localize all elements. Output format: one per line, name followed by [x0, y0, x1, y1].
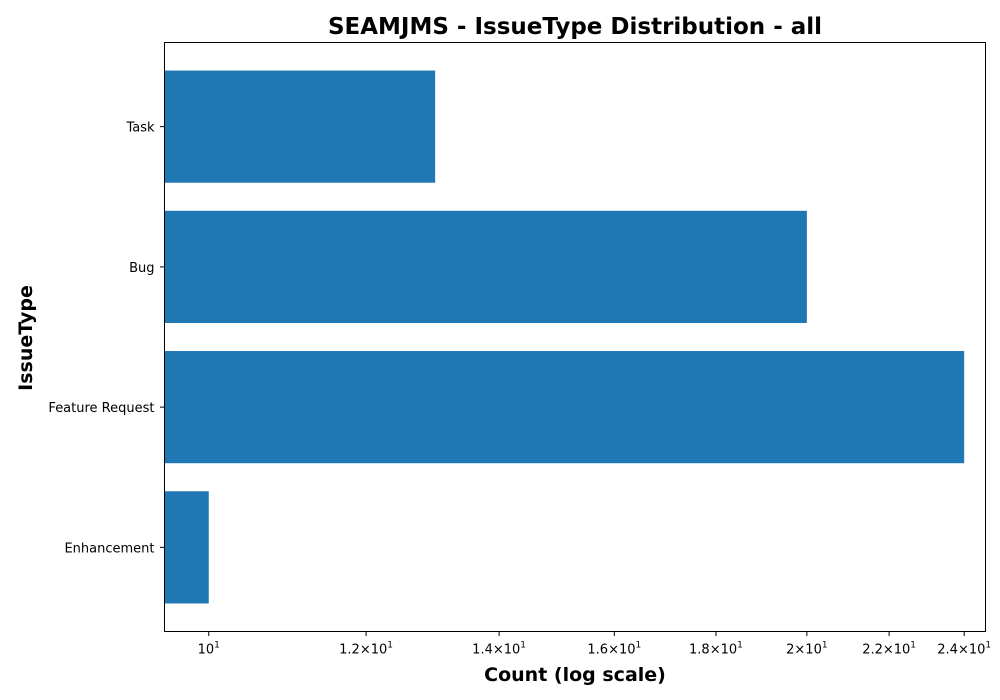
y-axis-label: IssueType: [15, 285, 37, 391]
y-tick-label: Feature Request: [48, 401, 154, 416]
y-tick-label: Bug: [129, 261, 154, 276]
bar-bug: [164, 210, 807, 323]
chart-title: SEAMJMS - IssueType Distribution - all: [328, 14, 822, 40]
y-tick-label: Enhancement: [64, 541, 154, 556]
x-tick-label: 2×101: [786, 641, 827, 658]
y-tick-label: Task: [125, 121, 155, 136]
x-tick-label: 1.6×101: [587, 641, 641, 658]
bars-group: [164, 70, 965, 604]
y-axis: Task Bug Feature Request Enhancement: [48, 121, 165, 556]
x-tick-label: 2.4×101: [937, 641, 991, 658]
bar-feature-request: [164, 351, 965, 464]
bar-enhancement: [164, 491, 209, 604]
x-axis: 101 1.2×101 1.4×101 1.6×101 1.8×101 2×101 2.2×…: [198, 631, 991, 658]
x-tick-label: 1.2×101: [339, 641, 393, 658]
x-tick-label: 1.4×101: [472, 641, 526, 658]
bar-task: [164, 70, 436, 183]
x-axis-label: Count (log scale): [484, 664, 666, 686]
x-tick-label: 2.2×101: [862, 641, 916, 658]
x-tick-label: 1.8×101: [689, 641, 743, 658]
x-tick-label: 101: [198, 641, 220, 658]
plot-frame: [164, 42, 986, 632]
